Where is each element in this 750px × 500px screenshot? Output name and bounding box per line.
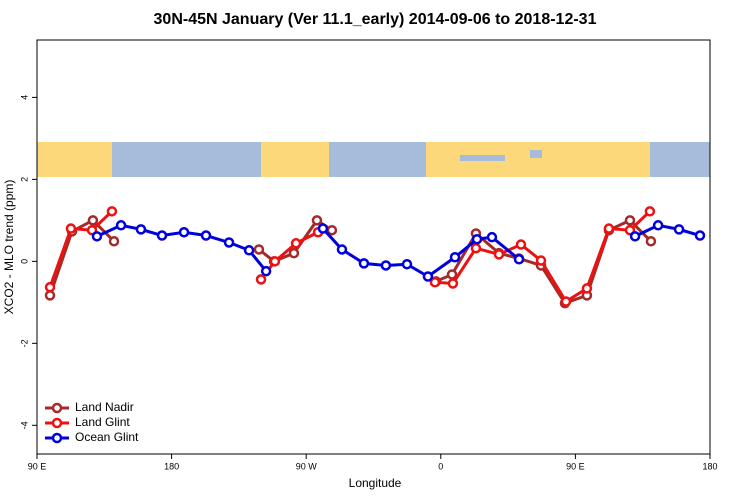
point [401, 258, 413, 270]
point [513, 254, 525, 265]
x-axis-label: Longitude [349, 476, 402, 490]
point [535, 255, 547, 266]
chart-title: 30N-45N January (Ver 11.1_early) 2014-09… [154, 11, 597, 28]
legend-label: Land Nadir [75, 400, 134, 414]
point [44, 281, 56, 293]
point [429, 277, 441, 288]
point [336, 244, 348, 255]
point [317, 223, 329, 234]
point [87, 215, 99, 226]
x-tick-label: 180 [702, 461, 717, 471]
y-tick-label: 0 [19, 259, 29, 264]
point [269, 256, 281, 267]
point [471, 233, 483, 245]
point [358, 258, 370, 269]
y-tick-label: -2 [19, 339, 29, 347]
point [624, 215, 636, 226]
point [652, 220, 664, 231]
point [449, 251, 461, 263]
point [255, 274, 267, 285]
point [560, 296, 572, 307]
x-tick-label: 90 E [566, 461, 585, 471]
legend-marker [51, 417, 63, 429]
point [91, 231, 103, 242]
point [44, 290, 56, 301]
point [673, 224, 685, 235]
point [447, 278, 459, 289]
legend-label: Land Glint [75, 415, 130, 429]
y-tick-label: 4 [19, 95, 29, 100]
y-tick-label: 2 [19, 177, 29, 182]
legend-marker [51, 432, 63, 444]
point [115, 220, 127, 231]
point [200, 230, 212, 241]
point [253, 244, 265, 255]
point [260, 265, 272, 277]
y-axis-label: XCO2 - MLO trend (ppm) [2, 180, 16, 315]
point [311, 215, 323, 226]
x-tick-label: 90 E [28, 461, 47, 471]
y-tick-label: -4 [19, 421, 29, 429]
point [581, 283, 593, 294]
x-tick-label: 180 [164, 461, 179, 471]
point [629, 231, 641, 242]
point [108, 236, 120, 247]
x-tick-label: 0 [438, 461, 443, 471]
point [422, 271, 434, 282]
point [645, 236, 657, 247]
plot-frame [36, 39, 711, 455]
point [486, 231, 498, 243]
point [65, 223, 77, 234]
x-tick-label: 90 W [296, 461, 318, 471]
point [603, 223, 615, 234]
point [446, 269, 458, 280]
point [493, 249, 505, 260]
point [288, 247, 300, 259]
point [694, 230, 706, 241]
point [178, 226, 190, 238]
point [644, 206, 656, 217]
point [243, 245, 255, 256]
point [106, 206, 118, 217]
point [470, 242, 482, 254]
point [380, 260, 392, 271]
point [156, 230, 168, 241]
point [135, 224, 147, 235]
point [515, 239, 527, 250]
map-band [37, 142, 710, 177]
legend-marker [51, 402, 63, 414]
point [290, 238, 302, 249]
point [326, 224, 338, 236]
legend-label: Ocean Glint [75, 430, 139, 444]
point [223, 237, 235, 248]
